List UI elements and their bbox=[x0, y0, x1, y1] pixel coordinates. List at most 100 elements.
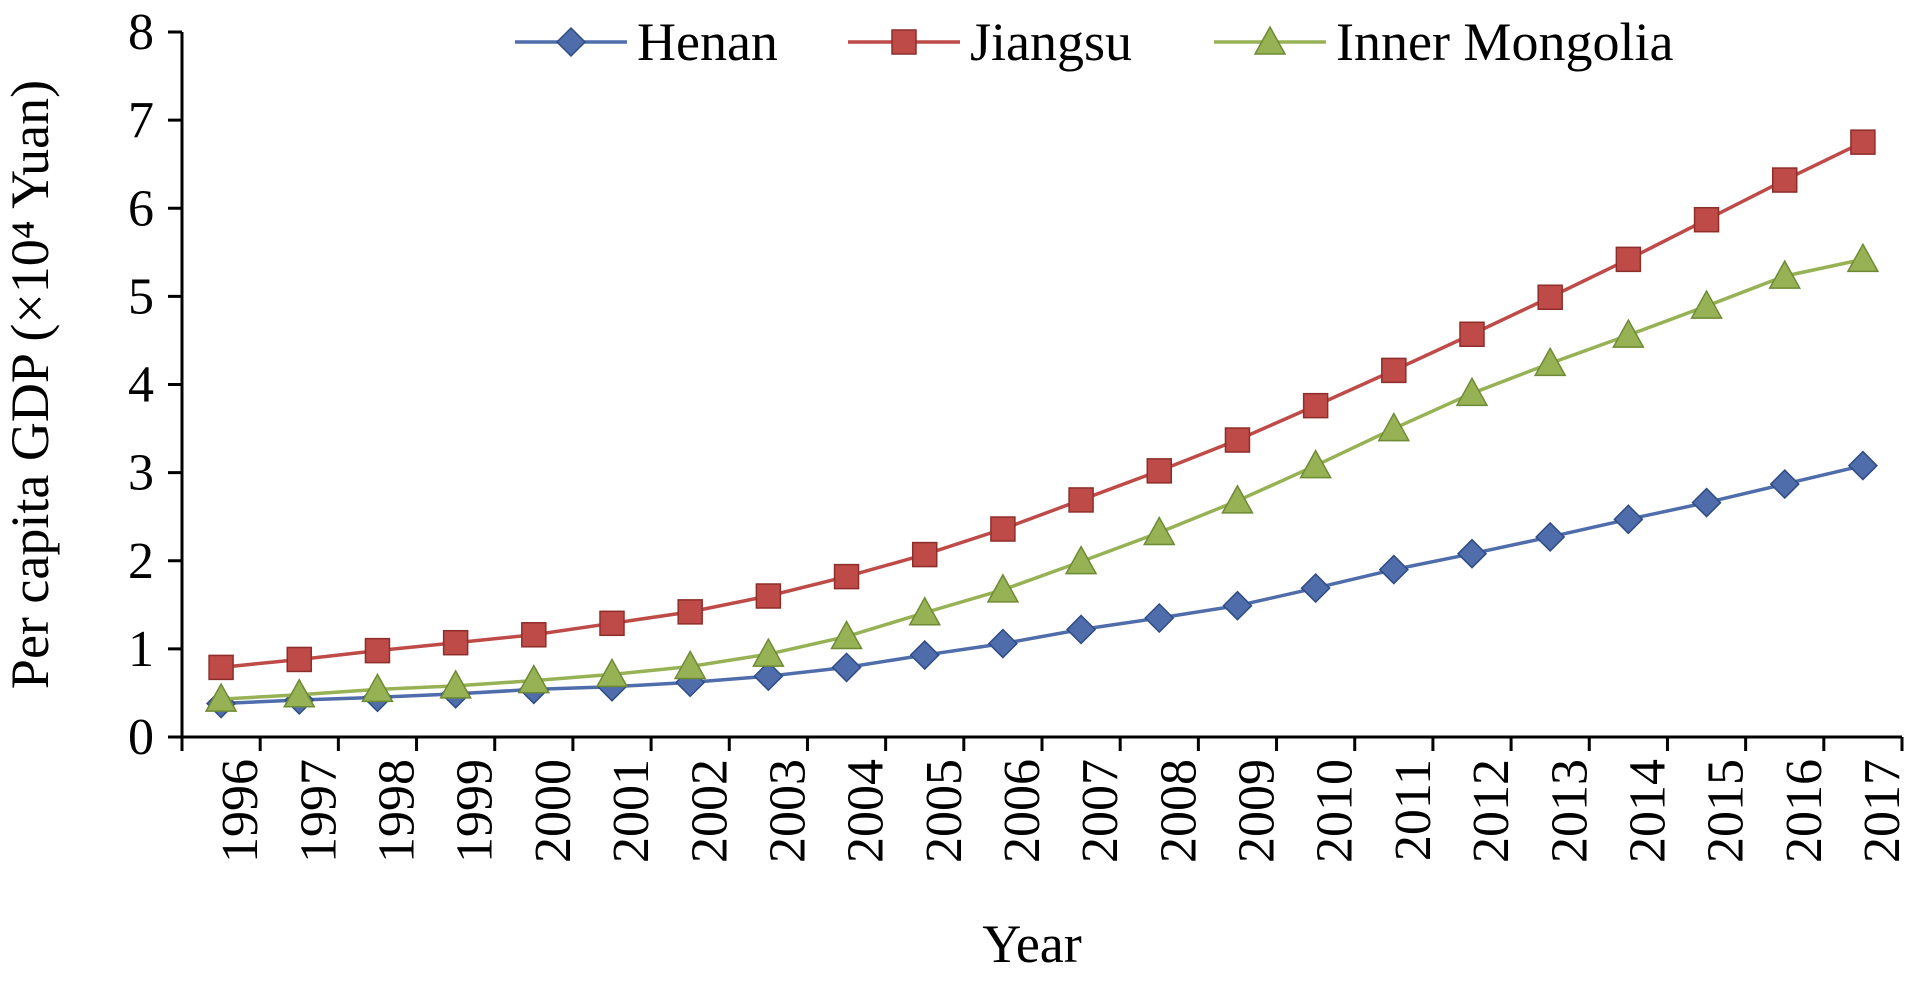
data-point-jiangsu bbox=[1068, 487, 1094, 513]
x-tick-label: 2003 bbox=[759, 759, 816, 863]
data-point-inner-mongolia bbox=[361, 672, 394, 703]
series-layer bbox=[204, 129, 1880, 719]
data-point-jiangsu bbox=[1693, 206, 1720, 233]
x-tick-label: 2000 bbox=[525, 759, 582, 863]
legend-item-jiangsu: Jiangsu bbox=[848, 12, 1132, 72]
data-point-inner-mongolia bbox=[1064, 545, 1098, 575]
data-point-henan bbox=[1378, 554, 1409, 585]
y-tick-label: 4 bbox=[128, 357, 154, 414]
y-tick-label: 0 bbox=[128, 709, 154, 766]
x-tick-label: 2010 bbox=[1307, 759, 1364, 863]
data-point-inner-mongolia bbox=[282, 678, 316, 708]
legend: Henan Jiangsu Inner Mongolia bbox=[515, 12, 1673, 72]
data-point-henan bbox=[1066, 614, 1097, 645]
data-point-jiangsu bbox=[1850, 129, 1876, 155]
data-point-inner-mongolia bbox=[204, 682, 238, 712]
x-tick-label: 2015 bbox=[1698, 759, 1755, 863]
data-point-inner-mongolia bbox=[1533, 346, 1567, 377]
data-point-jiangsu bbox=[521, 622, 547, 648]
data-point-inner-mongolia bbox=[1299, 449, 1332, 479]
series-line-henan bbox=[221, 463, 1864, 706]
data-point-jiangsu bbox=[286, 646, 313, 673]
x-tick-label: 2001 bbox=[603, 759, 660, 863]
data-point-jiangsu bbox=[911, 541, 938, 568]
series-line-jiangsu bbox=[220, 140, 1864, 670]
data-point-jiangsu bbox=[1302, 392, 1329, 419]
data-point-jiangsu bbox=[599, 610, 625, 637]
data-point-inner-mongolia bbox=[1690, 289, 1723, 319]
y-tick-label: 1 bbox=[128, 621, 154, 678]
y-axis-title: Per capita GDP (×10⁴ Yuan) bbox=[0, 80, 60, 689]
data-point-inner-mongolia bbox=[1455, 376, 1489, 407]
data-point-henan bbox=[909, 639, 940, 671]
data-point-inner-mongolia bbox=[1221, 484, 1254, 514]
x-axis-title: Year bbox=[982, 914, 1082, 974]
data-point-jiangsu bbox=[1381, 357, 1407, 384]
data-point-jiangsu bbox=[990, 516, 1016, 542]
data-point-henan bbox=[1456, 538, 1488, 569]
x-tick-label: 2012 bbox=[1463, 759, 1520, 863]
data-point-jiangsu bbox=[208, 654, 234, 681]
series-line-inner-mongolia bbox=[220, 257, 1864, 701]
data-point-jiangsu bbox=[1146, 458, 1173, 484]
data-point-inner-mongolia bbox=[439, 669, 472, 699]
y-tick-label: 5 bbox=[128, 268, 154, 325]
y-axis-ticks: 0 1 2 3 4 5 6 7 8 bbox=[128, 4, 182, 766]
x-tick-label: 2005 bbox=[916, 759, 973, 863]
x-tick-label: 2009 bbox=[1229, 759, 1286, 863]
legend-marker bbox=[891, 29, 917, 55]
legend-label: Jiangsu bbox=[970, 12, 1132, 72]
data-point-jiangsu bbox=[1615, 246, 1642, 273]
series-inner-mongolia bbox=[204, 242, 1880, 712]
x-tick-label: 2011 bbox=[1385, 759, 1442, 861]
data-point-jiangsu bbox=[677, 599, 703, 625]
data-point-jiangsu bbox=[755, 583, 782, 609]
data-point-henan bbox=[1691, 487, 1722, 518]
data-point-jiangsu bbox=[1459, 321, 1485, 348]
data-point-henan bbox=[753, 661, 784, 692]
data-point-inner-mongolia bbox=[1142, 516, 1176, 546]
legend-item-inner-mongolia: Inner Mongolia bbox=[1214, 12, 1673, 72]
data-point-henan bbox=[1222, 590, 1253, 621]
data-point-jiangsu bbox=[1537, 284, 1563, 311]
legend-item-henan: Henan bbox=[515, 12, 778, 72]
legend-marker bbox=[1253, 25, 1287, 55]
data-point-henan bbox=[1769, 469, 1800, 500]
data-point-henan bbox=[1144, 602, 1175, 634]
data-point-henan bbox=[1847, 450, 1878, 481]
data-point-inner-mongolia bbox=[830, 619, 863, 650]
data-point-jiangsu bbox=[442, 629, 469, 656]
data-point-inner-mongolia bbox=[1612, 318, 1645, 348]
x-tick-label: 1996 bbox=[212, 759, 269, 863]
x-tick-label: 2017 bbox=[1854, 759, 1911, 863]
y-tick-label: 3 bbox=[128, 445, 154, 502]
data-point-inner-mongolia bbox=[517, 664, 551, 694]
data-point-inner-mongolia bbox=[1846, 242, 1880, 273]
x-tick-label: 2013 bbox=[1541, 759, 1598, 863]
series-jiangsu bbox=[208, 129, 1876, 681]
data-point-jiangsu bbox=[833, 563, 860, 590]
y-tick-label: 8 bbox=[128, 4, 154, 61]
legend-label: Inner Mongolia bbox=[1336, 12, 1673, 72]
legend-marker bbox=[555, 26, 587, 58]
x-tick-label: 2006 bbox=[994, 759, 1051, 863]
data-point-jiangsu bbox=[364, 637, 391, 664]
x-tick-label: 2014 bbox=[1619, 759, 1676, 863]
y-tick-label: 7 bbox=[128, 92, 154, 149]
x-tick-label: 1998 bbox=[369, 759, 426, 863]
legend-label: Henan bbox=[637, 12, 778, 72]
data-point-inner-mongolia bbox=[1768, 259, 1802, 289]
x-tick-label: 2007 bbox=[1072, 759, 1129, 863]
x-tick-label: 2008 bbox=[1150, 759, 1207, 863]
data-point-inner-mongolia bbox=[752, 637, 785, 667]
x-tick-label: 2016 bbox=[1776, 759, 1833, 863]
data-point-henan bbox=[1535, 521, 1566, 553]
data-point-inner-mongolia bbox=[908, 596, 942, 626]
data-point-jiangsu bbox=[1224, 427, 1251, 453]
data-point-inner-mongolia bbox=[1377, 412, 1411, 442]
data-point-henan bbox=[1613, 504, 1644, 535]
x-tick-label: 2004 bbox=[838, 759, 895, 863]
data-point-inner-mongolia bbox=[986, 573, 1020, 603]
data-point-henan bbox=[987, 628, 1018, 659]
